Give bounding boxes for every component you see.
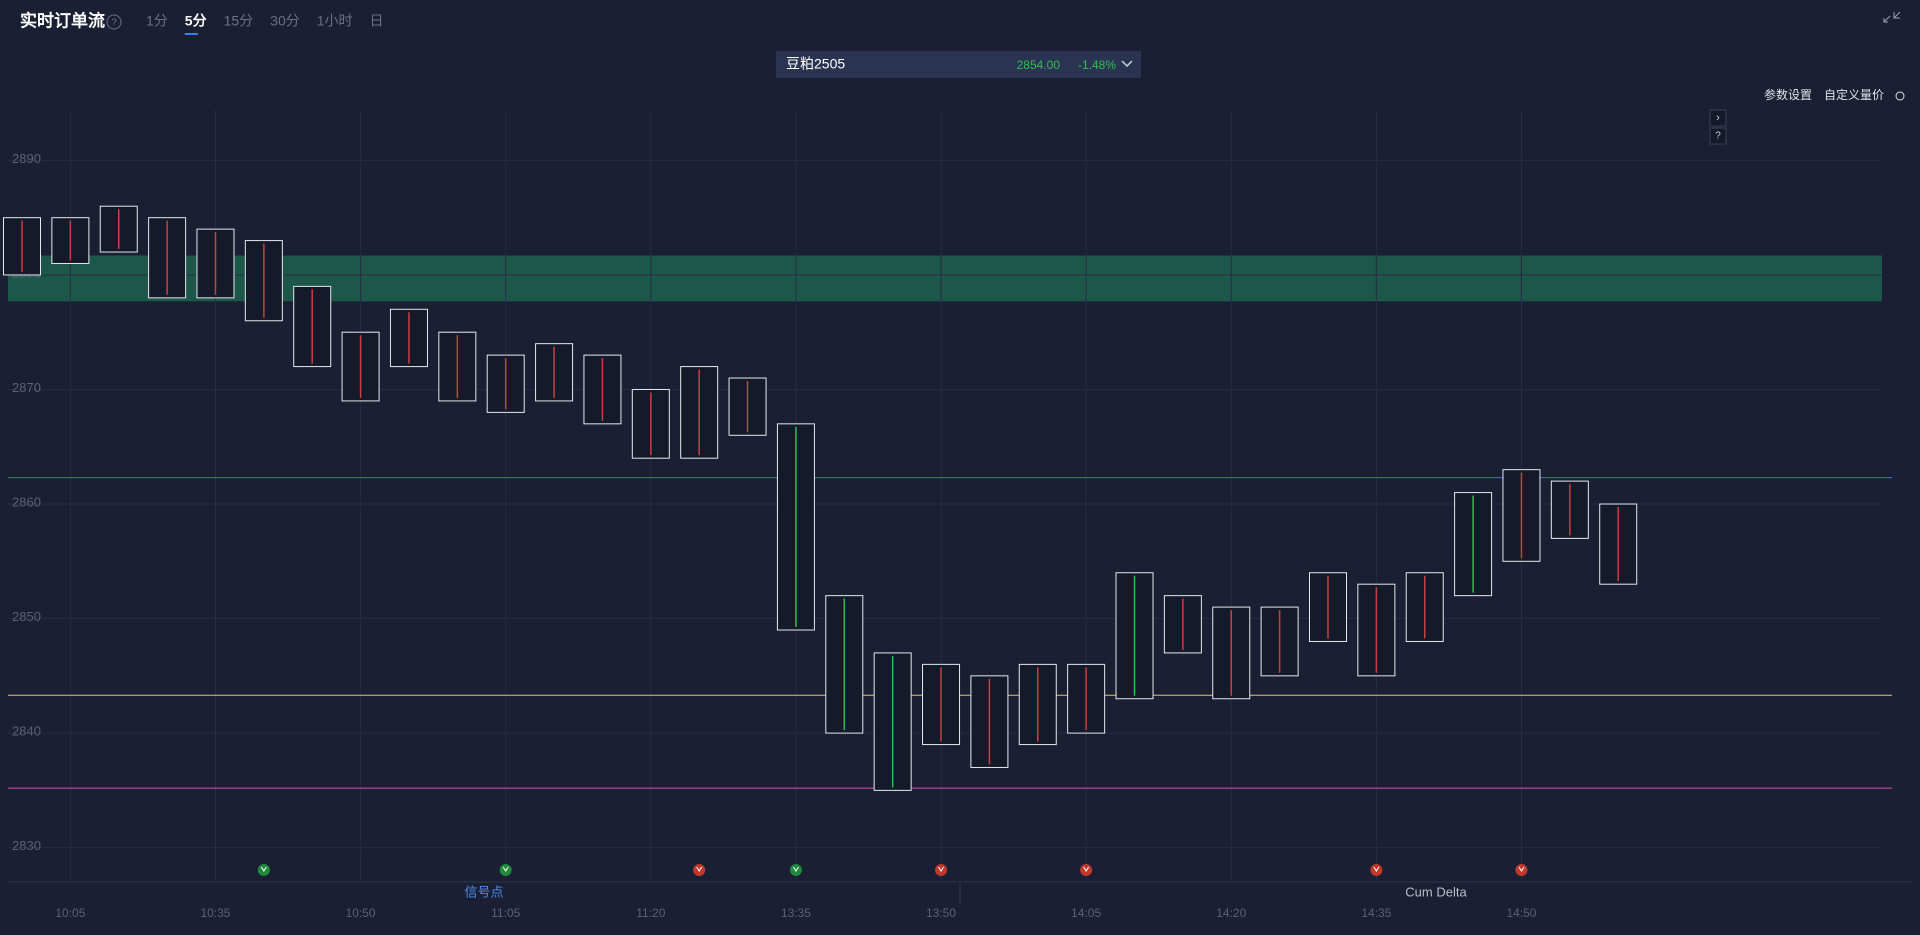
signal-point[interactable] <box>1370 864 1383 876</box>
y-tick-label: 2870 <box>12 380 41 395</box>
x-tick-label: 14:20 <box>1216 906 1246 920</box>
symbol-name: 豆粕2505 <box>786 56 845 72</box>
app-title: 实时订单流 <box>20 10 105 30</box>
symbol-change: -1.48% <box>1078 58 1116 72</box>
signal-point[interactable] <box>1515 864 1528 876</box>
interval-tab[interactable]: 1小时 <box>317 13 353 29</box>
signal-arrow <box>1373 866 1380 872</box>
settings-button[interactable]: 参数设置 <box>1764 87 1812 102</box>
interval-tabs: 1分 5分 15分 30分 1小时 日 <box>146 13 384 35</box>
active-underline <box>184 33 198 35</box>
y-tick-label: 2830 <box>12 838 41 853</box>
help-mark: ? <box>111 18 117 29</box>
custom-icon <box>1895 91 1905 101</box>
x-tick-label: 10:05 <box>55 906 85 920</box>
expand-button[interactable] <box>1709 109 1727 127</box>
highlight-zone <box>8 255 1882 302</box>
signal-point[interactable] <box>1080 864 1093 876</box>
signal-arrow <box>502 866 509 872</box>
signal-arrow <box>792 866 799 872</box>
signal-point[interactable] <box>499 864 512 876</box>
signal-arrow <box>1083 866 1090 872</box>
interval-tab[interactable]: 30分 <box>270 13 300 29</box>
symbol-price: 2854.00 <box>1017 58 1061 72</box>
x-tick-label: 11:05 <box>491 906 520 920</box>
signal-tab[interactable]: 信号点 <box>464 884 503 899</box>
signal-point[interactable] <box>935 864 948 876</box>
signal-arrow <box>260 866 267 872</box>
signal-arrow <box>696 866 703 872</box>
x-tick-label: 14:05 <box>1071 906 1101 920</box>
x-tick-label: 10:35 <box>200 906 230 920</box>
signal-point[interactable] <box>257 864 270 876</box>
x-tick-label: 13:35 <box>781 906 811 920</box>
x-tick-label: 14:50 <box>1506 906 1536 920</box>
signal-point[interactable] <box>789 864 802 876</box>
y-tick-label: 2890 <box>12 151 41 166</box>
plot: 2830284028502860287028802890 <box>3 110 1892 882</box>
y-tick-label: 2860 <box>12 494 41 509</box>
custom-button[interactable]: 自定义量价 <box>1824 87 1884 102</box>
x-tick-label: 13:50 <box>926 906 956 920</box>
collapse-icon[interactable] <box>1883 11 1901 23</box>
signal-arrow <box>938 866 944 872</box>
info-icon: ? <box>1715 131 1721 142</box>
symbol-box[interactable] <box>776 51 1141 78</box>
help-icon[interactable] <box>106 14 122 30</box>
y-tick-label: 2840 <box>12 724 41 739</box>
x-tick-label: 11:20 <box>636 906 665 920</box>
signal-point[interactable] <box>693 864 706 876</box>
interval-tab[interactable]: 5分 <box>185 13 207 29</box>
cum-delta-tab[interactable]: Cum Delta <box>1405 884 1467 899</box>
dropdown-arrow <box>1121 60 1133 68</box>
y-tick-label: 2850 <box>12 609 41 624</box>
signal-arrow <box>1518 866 1525 872</box>
x-tick-label: 10:50 <box>346 906 376 920</box>
interval-tab[interactable]: 15分 <box>224 13 254 29</box>
interval-tab[interactable]: 日 <box>370 13 384 29</box>
info-button[interactable] <box>1709 127 1727 145</box>
interval-tab[interactable]: 1分 <box>146 13 168 29</box>
x-tick-label: 14:35 <box>1361 906 1391 920</box>
expand-icon: › <box>1716 112 1720 124</box>
